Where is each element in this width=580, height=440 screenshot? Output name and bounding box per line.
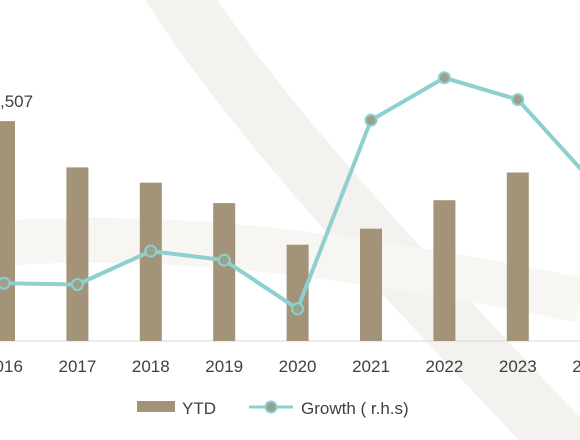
x-axis-ticks: 2016 2017 2018 2019 2020 2021 2022 2023 2024 bbox=[0, 357, 580, 376]
bar-2021 bbox=[360, 228, 382, 341]
data-label-2016: ,507 bbox=[0, 92, 33, 111]
x-tick-2020: 2020 bbox=[279, 357, 317, 376]
x-tick-2021: 2021 bbox=[352, 357, 390, 376]
bar-2020 bbox=[286, 244, 309, 341]
growth-point-2021 bbox=[364, 113, 378, 127]
x-tick-2018: 2018 bbox=[132, 357, 170, 376]
data-labels: ,507 bbox=[0, 92, 33, 111]
growth-point-2016 bbox=[0, 276, 11, 290]
bar-series bbox=[0, 121, 529, 342]
line-series bbox=[0, 71, 580, 316]
growth-point-2022 bbox=[437, 71, 451, 85]
growth-point-2018 bbox=[144, 244, 158, 258]
growth-point-2019 bbox=[217, 253, 231, 267]
legend-label-ytd: YTD bbox=[182, 399, 216, 418]
x-tick-2023: 2023 bbox=[499, 357, 537, 376]
x-tick-2017: 2017 bbox=[58, 357, 96, 376]
bar-2023 bbox=[506, 172, 529, 341]
x-tick-2019: 2019 bbox=[205, 357, 243, 376]
bar-2019 bbox=[213, 203, 236, 341]
legend-marker-growth bbox=[264, 400, 278, 414]
legend-label-growth: Growth ( r.h.s) bbox=[301, 399, 409, 418]
growth-point-2017 bbox=[70, 278, 84, 292]
x-tick-2016: 2016 bbox=[0, 357, 23, 376]
x-tick-2022: 2022 bbox=[425, 357, 463, 376]
growth-point-2023 bbox=[511, 93, 525, 107]
legend: YTD Growth ( r.h.s) bbox=[137, 399, 409, 418]
growth-point-2020 bbox=[291, 302, 305, 316]
bar-2018 bbox=[139, 182, 162, 341]
x-tick-2024: 2024 bbox=[572, 357, 580, 376]
bar-2022 bbox=[433, 200, 456, 341]
bar-2017 bbox=[66, 167, 89, 341]
bar-2016 bbox=[0, 121, 15, 342]
legend-swatch-ytd bbox=[137, 401, 175, 412]
